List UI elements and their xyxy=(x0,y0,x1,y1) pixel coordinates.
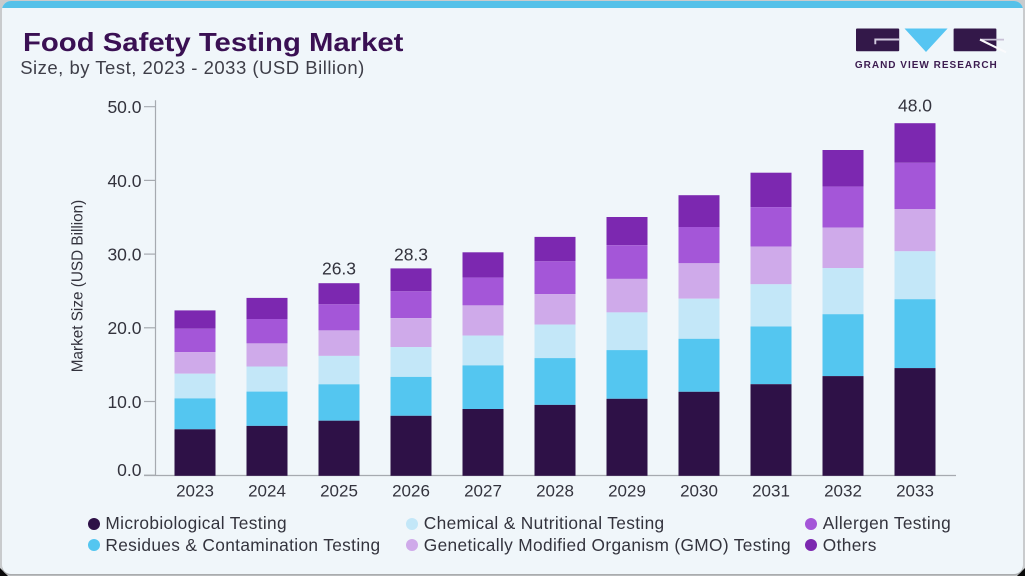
svg-text:40.0: 40.0 xyxy=(107,171,141,191)
svg-text:Market Size (USD Billion): Market Size (USD Billion) xyxy=(70,200,87,373)
svg-text:2023: 2023 xyxy=(176,482,214,501)
svg-text:2029: 2029 xyxy=(608,482,646,501)
svg-text:30.0: 30.0 xyxy=(107,245,141,265)
svg-text:0.0: 0.0 xyxy=(117,460,142,480)
svg-text:26.3: 26.3 xyxy=(322,259,356,279)
svg-text:50.0: 50.0 xyxy=(107,97,141,117)
svg-text:2024: 2024 xyxy=(248,482,286,501)
svg-text:28.3: 28.3 xyxy=(394,244,428,264)
svg-text:2030: 2030 xyxy=(680,482,718,501)
svg-text:2031: 2031 xyxy=(752,482,790,501)
svg-text:GRAND VIEW RESEARCH: GRAND VIEW RESEARCH xyxy=(855,60,998,71)
svg-text:10.0: 10.0 xyxy=(107,392,141,412)
svg-text:20.0: 20.0 xyxy=(107,318,141,338)
svg-text:2026: 2026 xyxy=(392,482,430,501)
svg-text:2033: 2033 xyxy=(896,482,934,501)
svg-text:2032: 2032 xyxy=(824,482,862,501)
svg-text:2027: 2027 xyxy=(464,482,502,501)
svg-text:2028: 2028 xyxy=(536,482,574,501)
svg-text:2025: 2025 xyxy=(320,482,358,501)
svg-text:48.0: 48.0 xyxy=(898,96,932,116)
